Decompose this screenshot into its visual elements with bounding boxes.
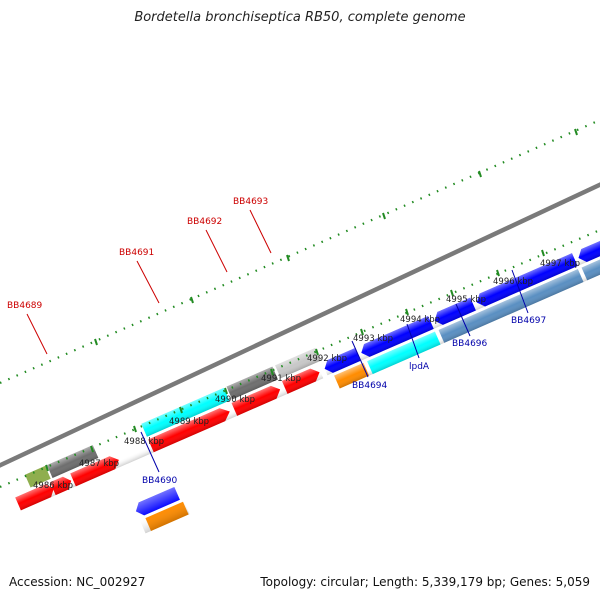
major-tick [405,308,409,316]
gene-labels-bottom: BB4690 BB4694 lpdA BB4696 BB4697 [140,269,546,486]
accession-text: Accession: NC_002927 [9,575,146,589]
bottom-strand-features [133,206,600,534]
scale-label: 4986 kbp [33,481,73,491]
major-tick [224,387,228,395]
major-tick [94,338,98,346]
major-tick [286,254,290,262]
scale-label: 4997 kbp [540,259,580,269]
scale-label: 4996 kbp [493,277,533,287]
scale-label: 4990 kbp [215,395,255,405]
scale-label: 4988 kbp [124,437,164,447]
gene-label-BB4697[interactable]: BB4697 [511,316,546,326]
scale-label: 4995 kbp [446,295,486,305]
scale-label: 4994 kbp [400,315,440,325]
inner-tick-ring [0,228,600,489]
major-tick [382,212,386,220]
major-tick [450,289,454,297]
major-tick [478,170,482,178]
genome-backbone [0,182,600,468]
scale-label: 4987 kbp [79,459,119,469]
major-tick [190,296,194,304]
top-strand-features [15,347,324,511]
gene-label-BB4693[interactable]: BB4693 [233,197,268,207]
scale-label: 4991 kbp [261,374,301,384]
major-tick [133,425,137,433]
gene-label-BB4691[interactable]: BB4691 [119,248,154,258]
major-tick [270,368,274,376]
major-tick [179,406,183,414]
gene-labels-top: BB4689 BB4691 BB4692 BB4693 [7,197,272,355]
gene-label-lpdA[interactable]: lpdA [409,362,430,372]
major-tick [574,128,578,136]
major-tick [45,464,49,472]
major-tick [315,348,319,356]
scale-label: 4989 kbp [169,417,209,427]
gene-feature-gray[interactable] [46,445,99,478]
gene-label-BB4694[interactable]: BB4694 [352,381,388,391]
gene-label-BB4696[interactable]: BB4696 [452,339,488,349]
gene-feature-gray[interactable] [24,465,51,488]
scale-label: 4993 kbp [353,334,393,344]
genome-summary-text: Topology: circular; Length: 5,339,179 bp… [260,575,590,589]
outer-tick-ring [0,118,600,385]
gene-label-BB4692[interactable]: BB4692 [187,217,222,227]
major-tick [360,328,364,336]
gene-label-BB4690[interactable]: BB4690 [142,476,178,486]
scale-labels: 4986 kbp 4987 kbp 4988 kbp 4989 kbp 4990… [33,259,580,491]
scale-label: 4992 kbp [307,354,347,364]
major-tick [496,269,500,277]
major-tick [541,249,545,257]
major-tick [90,445,94,453]
gene-label-BB4689[interactable]: BB4689 [7,301,43,311]
map-title: Bordetella bronchiseptica RB50, complete… [134,10,466,25]
